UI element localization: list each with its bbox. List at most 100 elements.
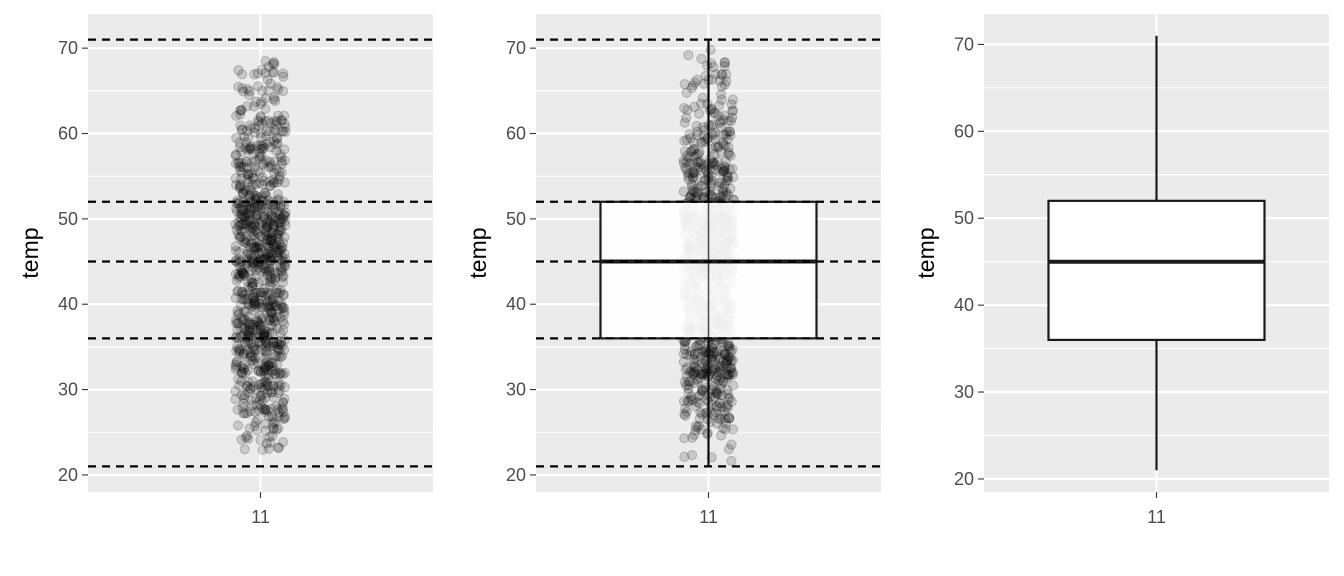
data-point bbox=[254, 120, 265, 132]
data-point bbox=[277, 403, 288, 414]
data-point bbox=[276, 368, 287, 379]
data-point bbox=[265, 315, 276, 326]
data-point bbox=[262, 233, 273, 245]
data-point bbox=[716, 69, 727, 80]
data-point bbox=[697, 385, 708, 397]
data-point bbox=[728, 171, 739, 183]
data-point bbox=[723, 444, 735, 455]
data-point bbox=[692, 182, 703, 194]
data-point bbox=[237, 315, 249, 326]
data-point bbox=[262, 74, 273, 85]
data-point bbox=[230, 364, 241, 375]
data-point bbox=[252, 210, 263, 221]
data-point bbox=[695, 165, 706, 176]
data-point bbox=[278, 325, 289, 336]
data-point bbox=[270, 301, 281, 312]
data-point bbox=[272, 177, 283, 188]
data-point bbox=[724, 413, 735, 424]
data-point bbox=[239, 131, 250, 142]
data-point bbox=[233, 65, 244, 76]
data-point bbox=[697, 384, 708, 395]
data-point bbox=[270, 215, 281, 227]
data-point bbox=[723, 352, 734, 363]
data-point bbox=[243, 331, 254, 343]
data-point bbox=[249, 260, 260, 271]
data-point bbox=[678, 396, 690, 407]
data-point bbox=[271, 239, 282, 250]
data-point bbox=[255, 143, 266, 154]
data-point bbox=[275, 201, 286, 212]
data-point bbox=[279, 411, 291, 422]
data-point bbox=[274, 239, 285, 250]
data-point bbox=[252, 209, 264, 220]
data-point bbox=[267, 200, 279, 211]
data-point bbox=[726, 362, 737, 374]
data-point bbox=[726, 346, 737, 357]
data-point bbox=[231, 132, 242, 143]
data-point bbox=[240, 223, 251, 234]
data-point bbox=[265, 162, 276, 173]
data-point bbox=[684, 168, 696, 179]
data-point bbox=[722, 175, 733, 186]
data-point bbox=[276, 225, 287, 236]
data-point bbox=[250, 393, 262, 404]
data-point bbox=[696, 53, 707, 64]
data-point bbox=[265, 357, 277, 368]
data-point bbox=[686, 181, 698, 192]
data-point bbox=[275, 224, 286, 236]
data-point bbox=[257, 231, 268, 242]
data-point bbox=[713, 177, 725, 188]
data-point bbox=[276, 302, 287, 314]
data-point bbox=[250, 329, 261, 341]
data-point bbox=[710, 407, 721, 418]
data-point bbox=[693, 391, 704, 402]
data-point bbox=[236, 202, 247, 213]
data-point bbox=[244, 219, 255, 230]
data-point bbox=[261, 217, 272, 228]
data-point bbox=[249, 305, 260, 316]
data-point bbox=[267, 297, 278, 308]
data-point bbox=[717, 375, 728, 387]
data-point bbox=[711, 385, 722, 397]
data-point bbox=[702, 60, 713, 71]
data-point bbox=[252, 204, 263, 215]
data-point bbox=[237, 366, 248, 378]
data-point bbox=[230, 245, 242, 256]
data-point bbox=[272, 110, 284, 121]
data-point bbox=[720, 156, 731, 167]
data-point bbox=[271, 116, 283, 127]
data-point bbox=[242, 365, 253, 376]
data-point bbox=[263, 161, 274, 173]
data-point bbox=[236, 434, 247, 445]
data-point bbox=[254, 394, 266, 405]
data-point bbox=[256, 339, 267, 350]
data-point bbox=[694, 146, 705, 158]
data-point bbox=[719, 406, 730, 417]
data-point bbox=[255, 266, 267, 277]
data-point bbox=[274, 209, 285, 220]
data-point bbox=[259, 188, 270, 199]
data-point bbox=[246, 277, 258, 288]
data-point bbox=[240, 270, 251, 281]
data-point bbox=[719, 349, 730, 360]
data-point bbox=[694, 398, 705, 409]
data-point bbox=[275, 285, 286, 296]
data-point bbox=[688, 137, 699, 148]
data-point bbox=[254, 148, 265, 159]
data-point bbox=[697, 369, 708, 380]
data-point bbox=[727, 112, 738, 123]
data-point bbox=[240, 306, 251, 317]
data-point bbox=[245, 325, 256, 336]
data-point bbox=[260, 93, 271, 104]
data-point bbox=[237, 69, 248, 80]
data-point bbox=[277, 242, 288, 253]
data-point bbox=[265, 437, 276, 448]
data-point bbox=[727, 105, 739, 116]
data-point bbox=[278, 71, 289, 82]
data-point bbox=[255, 390, 266, 401]
data-point bbox=[234, 137, 245, 148]
data-point bbox=[263, 357, 274, 368]
data-point bbox=[689, 144, 700, 155]
data-point bbox=[277, 252, 288, 263]
data-point bbox=[233, 318, 244, 329]
